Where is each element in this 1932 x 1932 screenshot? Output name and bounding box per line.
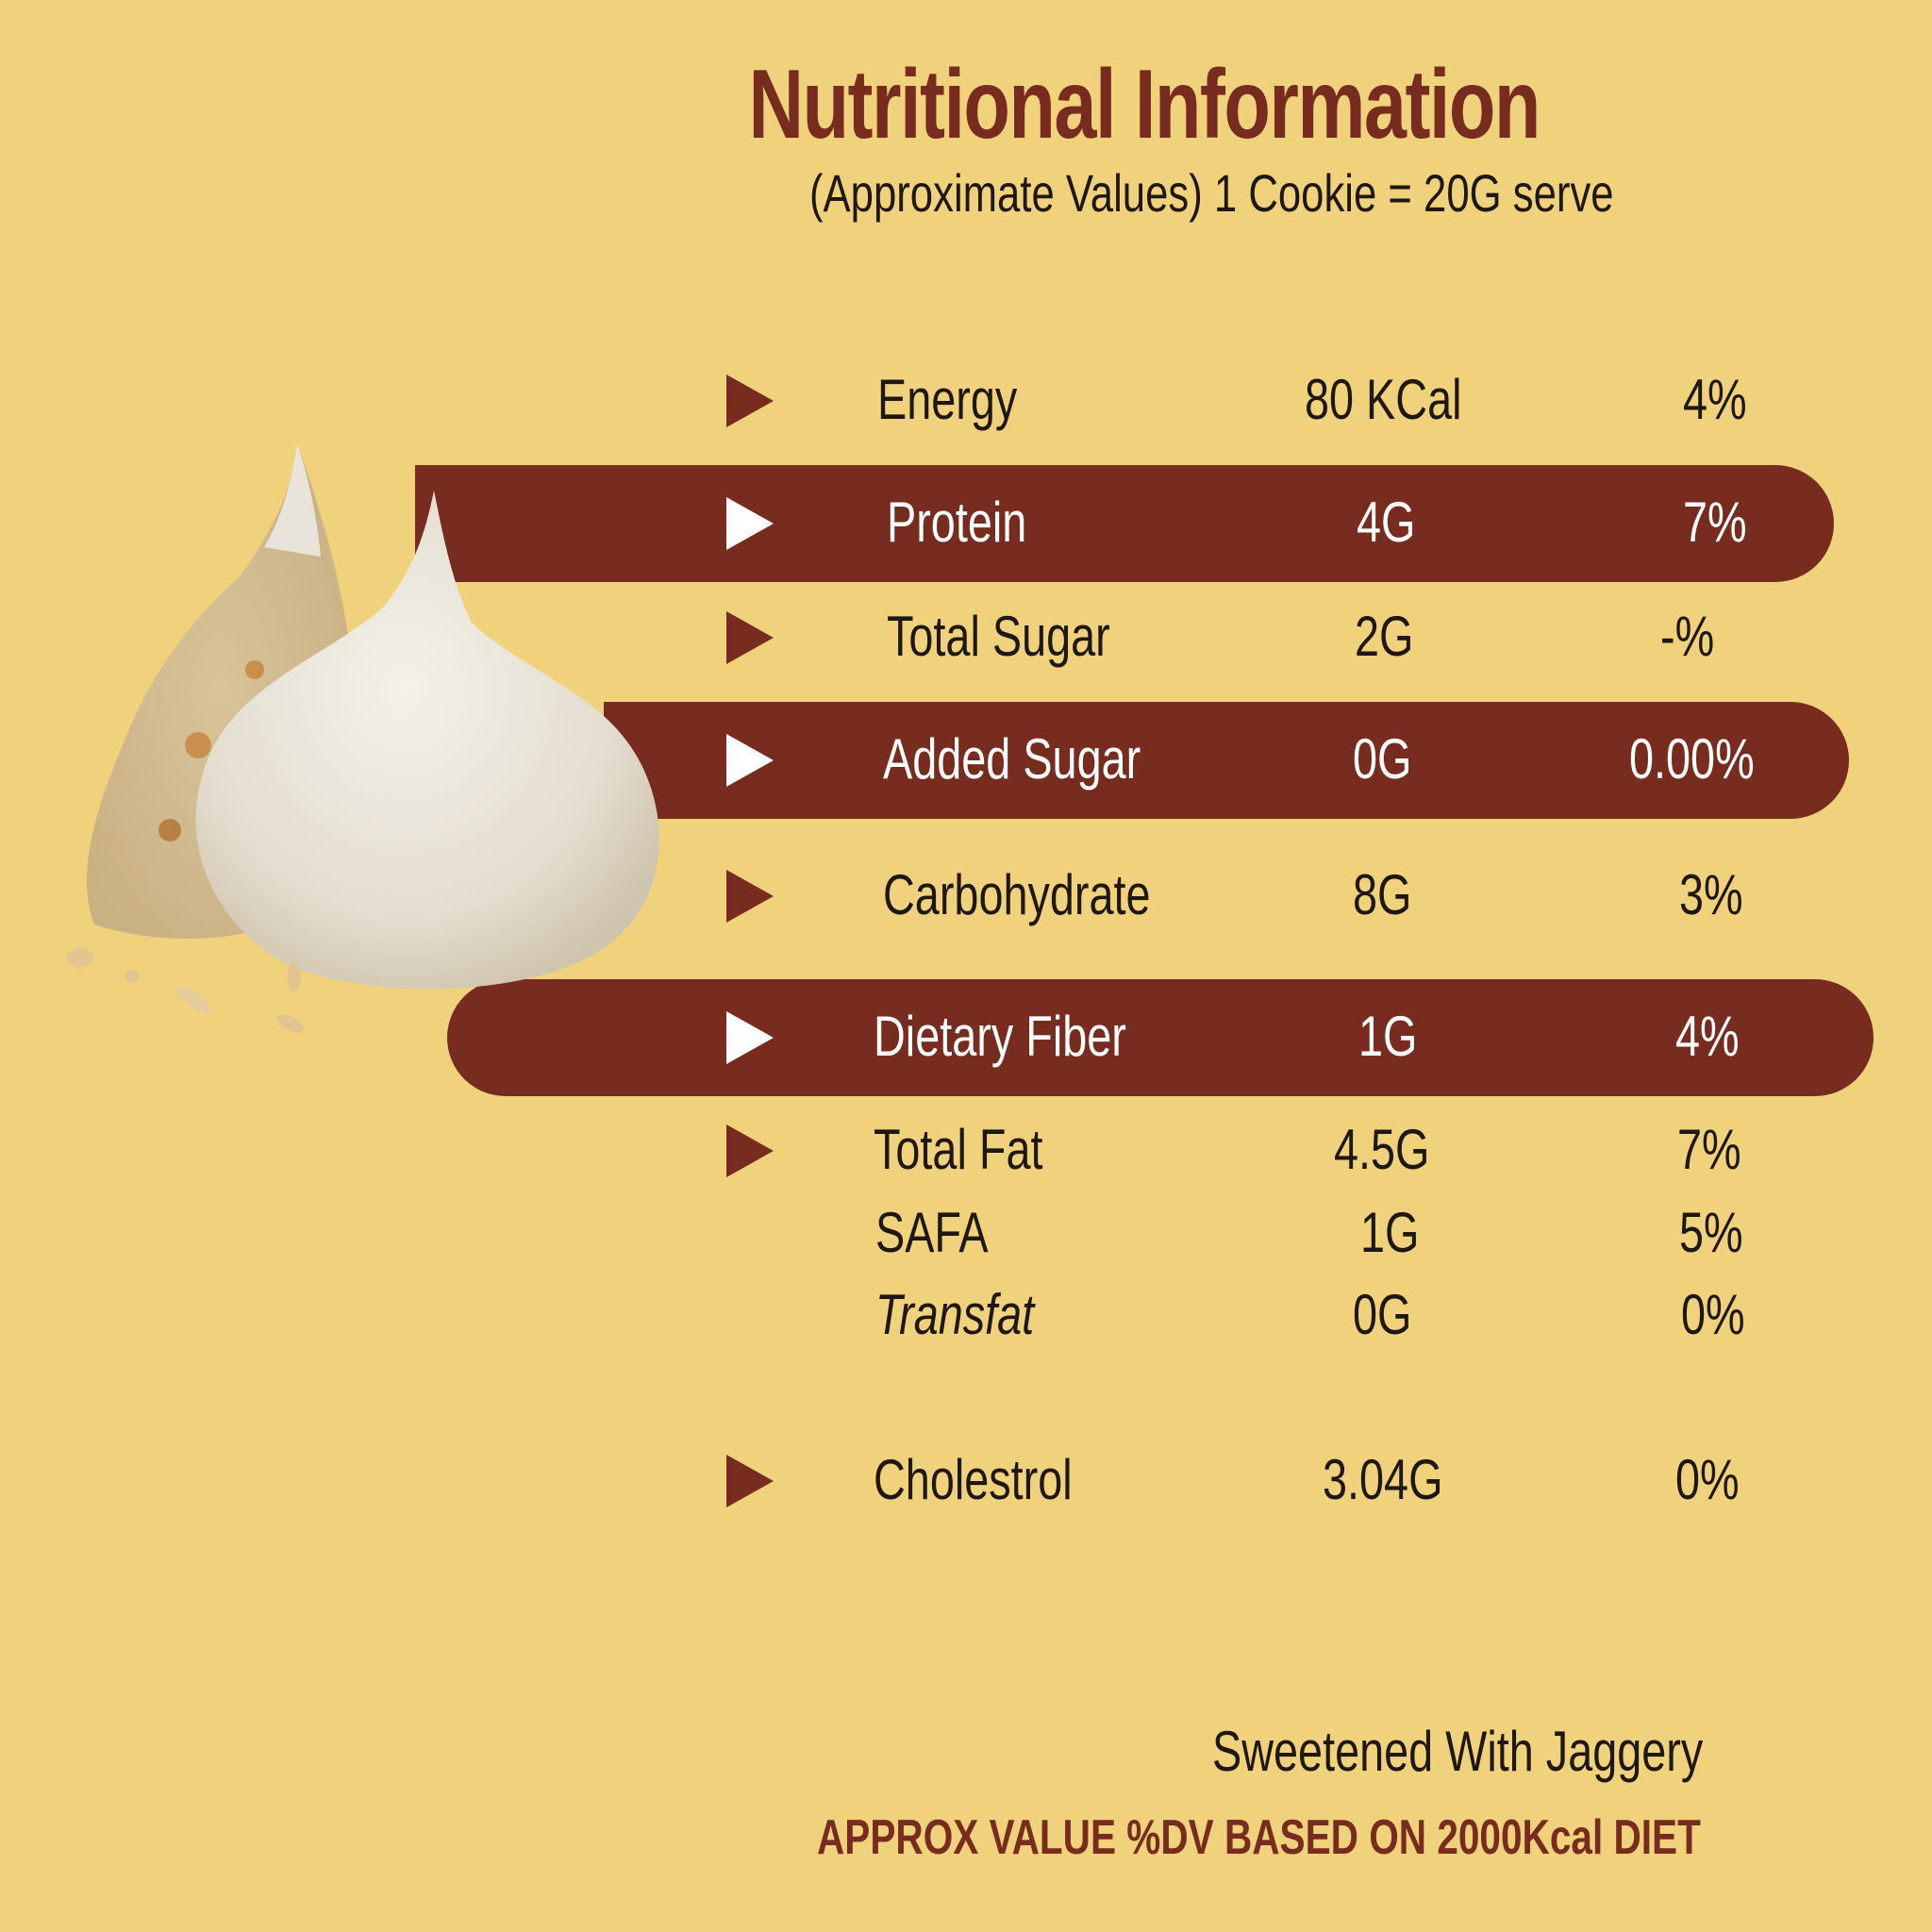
play-triangle-icon	[726, 497, 774, 550]
nutrient-amount: 2G	[1355, 605, 1414, 668]
nutrient-row-added-sugar: Added Sugar 0G 0.00%	[0, 702, 1932, 819]
nutrient-dv: 0%	[1675, 1448, 1740, 1511]
play-triangle-icon	[726, 1455, 774, 1507]
nutrient-row-energy: Energy 80 KCal 4%	[0, 342, 1932, 459]
nutrient-dv: -%	[1660, 605, 1715, 668]
nutrient-name: Total Sugar	[887, 605, 1110, 668]
play-triangle-icon	[726, 734, 774, 787]
nutrient-amount: 1G	[1358, 1005, 1418, 1068]
dietary-fiber-band	[447, 979, 1874, 1096]
nutrient-subrow-safa: SAFA 1G 5%	[0, 1175, 1932, 1292]
nutrient-name: Carbohydrate	[883, 863, 1151, 926]
nutrient-name: Protein	[887, 491, 1027, 554]
nutrient-dv: 0.00%	[1629, 727, 1755, 791]
sweetener-note: Sweetened With Jaggery	[1212, 1720, 1704, 1783]
nutrient-amount: 0G	[1353, 1283, 1412, 1346]
nutrient-dv: 4%	[1675, 1005, 1740, 1068]
nutrient-row-protein: Protein 4G 7%	[0, 465, 1932, 582]
nutrient-name: Transfat	[875, 1283, 1035, 1346]
nutrient-row-cholestrol: Cholestrol 3.04G 0%	[0, 1423, 1932, 1540]
serving-subtitle: (Approximate Values) 1 Cookie = 20G serv…	[809, 163, 1614, 223]
nutrient-name: Cholestrol	[874, 1448, 1073, 1511]
meringue-cookie-icon	[67, 443, 659, 1034]
nutrient-dv: 3%	[1679, 863, 1743, 926]
protein-band	[415, 465, 1834, 582]
nutrient-amount: 4G	[1357, 491, 1416, 554]
nutrient-name: Added Sugar	[883, 727, 1141, 791]
nutrient-amount: 3.04G	[1323, 1448, 1443, 1511]
nutrient-amount: 8G	[1353, 863, 1412, 926]
nutrient-dv: 7%	[1677, 1118, 1741, 1181]
play-triangle-icon	[726, 1011, 774, 1064]
nutrient-name: SAFA	[875, 1201, 989, 1264]
nutrient-row-total-sugar: Total Sugar 2G -%	[0, 579, 1932, 696]
dv-disclaimer: APPROX VALUE %DV BASED ON 2000Kcal DIET	[817, 1810, 1701, 1865]
nutrient-subrow-transfat: Transfat 0G 0%	[0, 1257, 1932, 1374]
nutrient-amount: 4.5G	[1334, 1118, 1430, 1181]
play-triangle-icon	[726, 1124, 774, 1177]
nutrient-name: Dietary Fiber	[874, 1005, 1126, 1068]
nutrient-name: Energy	[877, 368, 1018, 431]
nutrient-amount: 1G	[1360, 1201, 1420, 1264]
nutrient-amount: 0G	[1353, 727, 1412, 791]
nutrient-row-carbohydrate: Carbohydrate 8G 3%	[0, 838, 1932, 955]
nutrient-dv: 4%	[1683, 368, 1747, 431]
nutrient-amount: 80 KCal	[1305, 368, 1462, 431]
nutrient-dv: 0%	[1681, 1283, 1745, 1346]
nutrient-dv: 7%	[1683, 491, 1747, 554]
nutrient-dv: 5%	[1679, 1201, 1743, 1264]
play-triangle-icon	[726, 375, 774, 427]
nutrient-name: Total Fat	[874, 1118, 1043, 1181]
play-triangle-icon	[726, 611, 774, 664]
page-title: Nutritional Information	[748, 50, 1541, 159]
nutrient-row-dietary-fiber: Dietary Fiber 1G 4%	[0, 979, 1932, 1096]
added-sugar-band	[604, 702, 1849, 819]
nutrient-row-total-fat: Total Fat 4.5G 7%	[0, 1092, 1932, 1209]
play-triangle-icon	[726, 870, 774, 923]
